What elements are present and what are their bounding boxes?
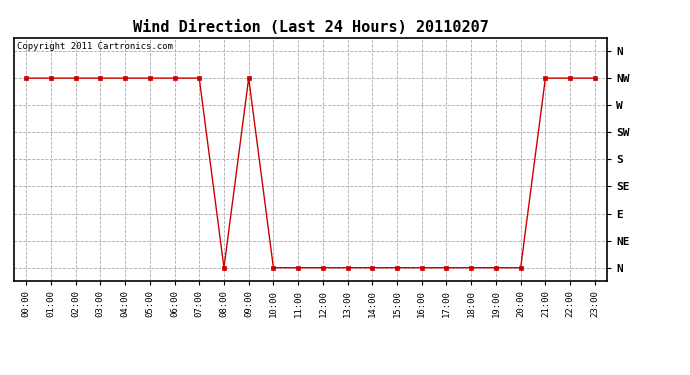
Text: Copyright 2011 Cartronics.com: Copyright 2011 Cartronics.com: [17, 42, 172, 51]
Title: Wind Direction (Last 24 Hours) 20110207: Wind Direction (Last 24 Hours) 20110207: [132, 20, 489, 35]
